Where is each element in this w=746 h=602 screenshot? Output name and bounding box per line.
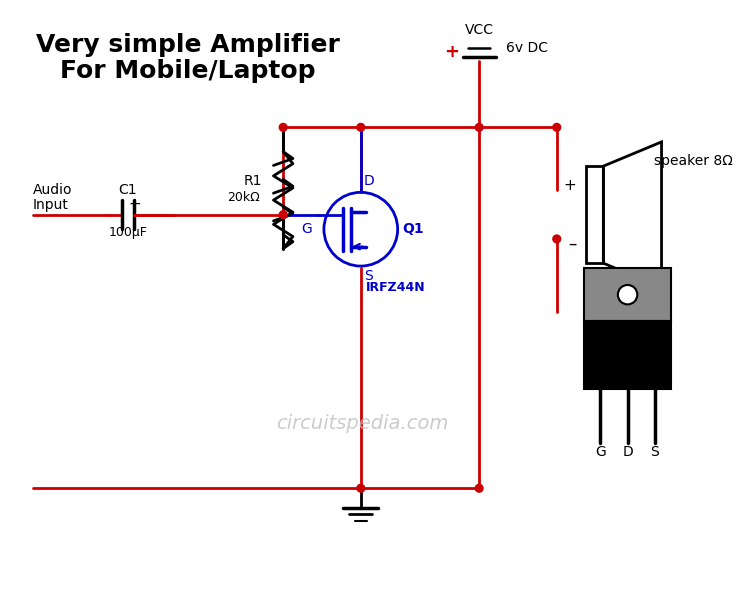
Text: speaker 8Ω: speaker 8Ω: [653, 154, 733, 169]
Text: 20kΩ: 20kΩ: [227, 191, 260, 203]
Text: 6v DC: 6v DC: [507, 41, 548, 55]
Text: VCC: VCC: [465, 23, 494, 37]
Text: 100μF: 100μF: [108, 226, 148, 238]
Circle shape: [475, 485, 483, 492]
Circle shape: [357, 123, 365, 131]
Bar: [586, 166, 604, 263]
Text: +: +: [563, 178, 576, 193]
Text: C1: C1: [119, 184, 137, 197]
Text: R1: R1: [243, 174, 262, 188]
Text: –: –: [568, 235, 576, 253]
Circle shape: [553, 123, 561, 131]
Text: Input: Input: [33, 198, 69, 212]
Bar: [584, 268, 671, 321]
Text: Q1: Q1: [403, 222, 424, 236]
Text: Very simple Amplifier: Very simple Amplifier: [36, 33, 340, 57]
Text: IRFZ44N: IRFZ44N: [366, 281, 425, 294]
Text: D: D: [622, 445, 633, 459]
Text: Audio: Audio: [33, 184, 72, 197]
Text: 44N: 44N: [610, 359, 645, 374]
Text: circuitspedia.com: circuitspedia.com: [277, 414, 449, 433]
Circle shape: [279, 211, 287, 219]
Text: G: G: [595, 445, 606, 459]
Circle shape: [618, 285, 637, 305]
Text: D: D: [364, 174, 374, 188]
Bar: [584, 321, 671, 389]
Circle shape: [357, 485, 365, 492]
Circle shape: [475, 123, 483, 131]
Text: G: G: [301, 222, 313, 236]
Text: +: +: [445, 43, 460, 61]
Circle shape: [279, 123, 287, 131]
Text: IRFZ: IRFZ: [608, 336, 647, 351]
Polygon shape: [604, 142, 662, 287]
Text: For Mobile/Laptop: For Mobile/Laptop: [60, 59, 316, 83]
Text: S: S: [651, 445, 659, 459]
Circle shape: [553, 235, 561, 243]
Text: S: S: [364, 268, 372, 283]
Text: +: +: [128, 197, 141, 213]
